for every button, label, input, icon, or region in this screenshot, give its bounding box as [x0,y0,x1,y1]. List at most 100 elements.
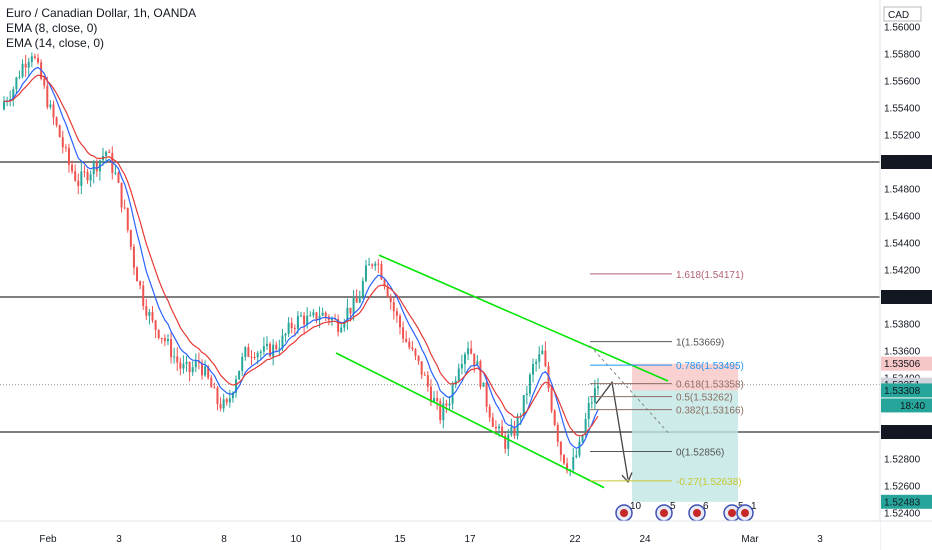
candle-body [275,344,278,350]
candle-body [507,434,510,449]
candle-body [166,339,169,342]
candle-body [204,366,207,376]
candle-body [377,263,380,265]
price-label[interactable]: 1.53000 [884,428,921,439]
x-tick-label: 15 [394,534,406,545]
candle-body [491,417,494,427]
candle-body [352,297,355,314]
x-tick-label: Feb [39,534,57,545]
candle-body [544,350,547,367]
event-badge-count: 1 [751,501,757,512]
time-axis-bg [0,521,880,550]
candle-body [182,363,185,369]
legend-symbol[interactable]: Euro / Canadian Dollar, 1h, OANDA [6,6,197,20]
candle-body [340,327,343,333]
candle-body [553,410,556,425]
candle-body [482,382,485,387]
candle-body [179,362,182,369]
candle-body [423,374,426,376]
event-badge-count: 10 [630,501,642,512]
candle-body [562,454,565,464]
y-tick-label: 1.52600 [884,482,921,493]
candle-body [457,368,460,381]
fib-label: 0.618(1.53358) [676,380,744,391]
candle-body [541,350,544,355]
candle-body [9,99,12,101]
candle-body [272,344,275,357]
fib-label: 0.382(1.53166) [676,406,744,417]
y-tick-label: 1.52800 [884,455,921,466]
legend-ema14[interactable]: EMA (14, close, 0) [6,36,105,50]
candle-body [207,366,210,378]
x-tick-label: 10 [290,534,302,545]
chart-legend: Euro / Canadian Dollar, 1h, OANDA EMA (8… [6,6,196,51]
price-label-bg [881,356,932,371]
candle-body [160,337,163,339]
candle-body [222,399,225,409]
candle-body [163,337,166,342]
candle-body [64,147,67,149]
projection-arrow-head [621,472,633,484]
candle-body [556,424,559,442]
candle-body [392,302,395,312]
price-label[interactable]: 1.52483 [884,497,921,508]
price-label[interactable]: 1.53308 [884,386,921,397]
candle-body [324,312,327,317]
candle-body [253,357,256,359]
candle-body [330,318,333,321]
time-axis: Feb 3 8 10 15 17 22 24 Mar 3 [0,520,932,550]
candle-body [532,363,535,375]
x-tick-label: 3 [116,534,122,545]
take-profit-zone [632,390,738,502]
fib-retracement: 1.618(1.54171) 1(1.53669) 0.786(1.53495) 0.… [590,270,744,488]
candle-body [547,366,550,389]
event-badge-count: 6 [703,501,709,512]
candle-body [361,280,364,297]
price-axis: 1.524001.526001.528001.530001.532001.534… [879,0,932,550]
candle-body [108,151,111,153]
candle-body [191,367,194,373]
candle-body [250,356,253,358]
price-label[interactable]: 1.53506 [884,359,921,370]
candle-body [303,315,306,325]
candle-body [485,382,488,407]
candle-body [120,182,123,208]
candle-body [24,63,27,68]
candle-body [105,151,108,156]
candle-body [148,312,151,316]
candle-body [494,426,497,429]
candle-body [439,401,442,421]
candle-body [346,307,349,322]
candle-body [501,426,504,436]
candle-body [429,386,432,403]
candle-body [46,85,49,108]
price-label[interactable]: 18:40 [900,401,925,412]
y-tick-label: 1.55600 [884,77,921,88]
candle-body [374,263,377,267]
candle-body [71,164,74,172]
candle-body [389,296,392,303]
candle-body [513,427,516,436]
candle-body [445,403,448,406]
x-tick-label: 22 [569,534,581,545]
legend-ema8[interactable]: EMA (8, close, 0) [6,21,98,35]
candle-body [426,375,429,387]
candle-body [176,356,179,363]
candle-body [454,380,457,385]
candle-body [43,78,46,86]
candle-body [287,322,290,334]
candle-body [300,315,302,317]
fib-label: 1(1.53669) [676,338,724,349]
candle-body [463,354,466,364]
candle-body [290,322,293,329]
price-label[interactable]: 1.54000 [884,293,921,304]
candle-body [241,356,244,371]
candle-body [411,347,414,350]
price-label[interactable]: 1.55000 [884,158,921,169]
candle-body [467,348,470,355]
candle-body [525,393,528,396]
candle-body [83,171,86,173]
candle-body [578,441,581,456]
fib-label: -0.27(1.52638) [676,477,742,488]
